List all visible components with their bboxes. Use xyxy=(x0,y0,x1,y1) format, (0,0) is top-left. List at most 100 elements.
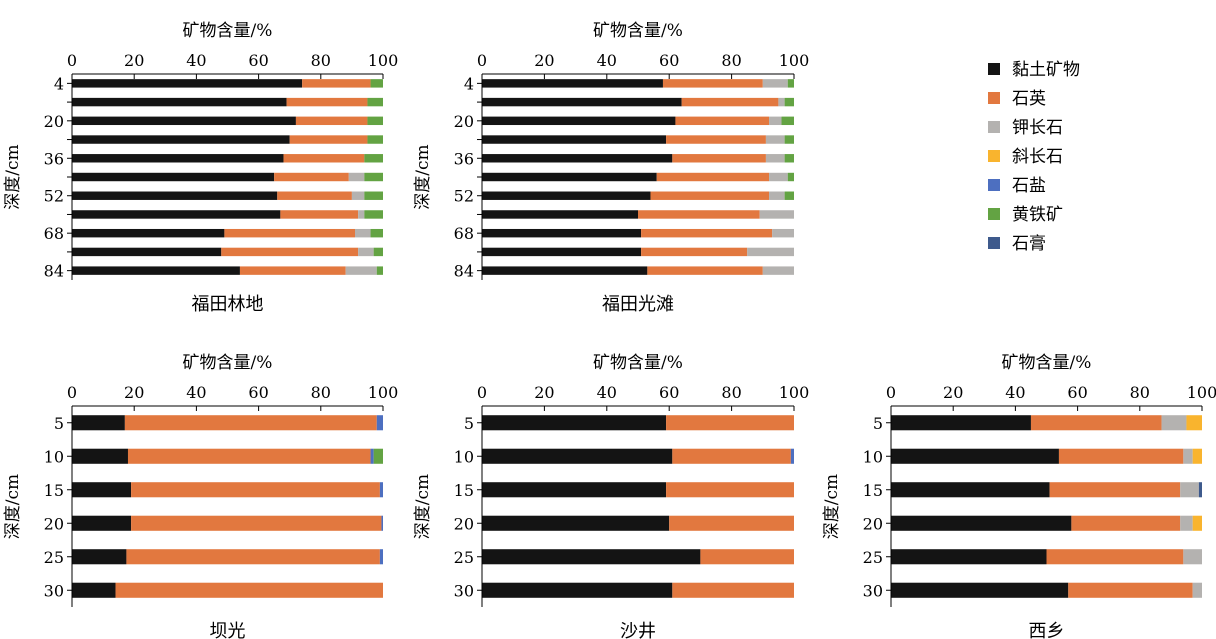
x-tick-label: 60 xyxy=(659,383,679,402)
bar-segment xyxy=(72,135,290,144)
bar-segment xyxy=(131,482,380,498)
x-tick-label: 20 xyxy=(943,383,963,402)
bar-segment xyxy=(376,415,383,431)
x-tick-label: 40 xyxy=(597,383,617,402)
x-tick-label: 80 xyxy=(311,383,331,402)
bar-segment xyxy=(72,549,127,565)
bar-segment xyxy=(1046,549,1184,565)
bar-segment xyxy=(681,97,779,107)
panel-title: 沙井 xyxy=(620,621,656,639)
bar-segment xyxy=(769,116,782,126)
bar-segment xyxy=(784,191,794,200)
y-tick-label: 10 xyxy=(454,447,474,466)
bar-segment xyxy=(280,210,359,219)
legend-item: 黏土矿物 xyxy=(988,60,1080,80)
bar-segment xyxy=(1192,448,1202,464)
x-tick-label: 0 xyxy=(477,51,487,70)
bar-segment xyxy=(364,210,383,219)
bar-segment xyxy=(482,135,667,144)
bar-segment xyxy=(115,582,383,598)
bar-segment xyxy=(1180,482,1199,498)
x-tick-label: 40 xyxy=(1005,383,1025,402)
bar-segment xyxy=(1049,482,1181,498)
legend-label: 石英 xyxy=(1012,89,1046,109)
legend-item: 石膏 xyxy=(988,233,1046,254)
legend-swatch xyxy=(988,237,1000,249)
bar-segment xyxy=(787,172,794,182)
bar-segment xyxy=(1192,515,1202,531)
bar-segment xyxy=(72,582,116,598)
bar-segment xyxy=(769,191,785,200)
bar-segment xyxy=(700,549,794,565)
bar-segment xyxy=(367,116,383,126)
bar-segment xyxy=(72,266,240,275)
y-tick-label: 68 xyxy=(44,224,64,243)
legend-swatch xyxy=(988,63,1000,75)
bar-segment xyxy=(891,482,1050,498)
bar-segment xyxy=(769,172,788,182)
bar-segment xyxy=(1183,549,1202,565)
chart-panel-4: 0 20 40 60 80 100 5 10 15 20 25 30 矿物含量/% 深度/cm 沙井 xyxy=(413,353,809,639)
y-tick-label: 84 xyxy=(454,262,474,281)
x-tick-label: 40 xyxy=(186,51,206,70)
chart-panel-2: 0 20 40 60 80 100 4 20 36 52 68 84 矿物含量/% 深度/cm 福田光滩 xyxy=(413,21,809,315)
x-tick-label: 80 xyxy=(721,51,741,70)
bar-segment xyxy=(638,210,760,219)
bar-segment xyxy=(367,97,383,107)
bar-segment xyxy=(482,549,701,565)
bar-segment xyxy=(72,154,284,163)
y-tick-label: 68 xyxy=(454,224,474,243)
bar-segment xyxy=(482,448,673,464)
y-tick-label: 36 xyxy=(454,149,474,168)
legend-item: 石盐 xyxy=(988,176,1046,196)
bar-segment xyxy=(367,135,383,144)
x-tick-label: 100 xyxy=(1187,383,1216,402)
bar-segment xyxy=(1058,448,1184,464)
bar-segment xyxy=(482,515,670,531)
y-tick-label: 30 xyxy=(863,581,883,600)
bar-segment xyxy=(72,228,225,238)
y-tick-label: 20 xyxy=(454,112,474,131)
chart-panel-3: 0 20 40 60 80 100 5 10 15 20 25 30 矿物含量/% 深度/cm 坝光 xyxy=(3,353,398,639)
bar-segment xyxy=(656,172,770,182)
bar-segment xyxy=(787,79,794,88)
bar-segment xyxy=(72,515,132,531)
y-tick-label: 20 xyxy=(44,514,64,533)
y-tick-label: 84 xyxy=(44,262,64,281)
x-tick-label: 40 xyxy=(186,383,206,402)
bar-segment xyxy=(1198,482,1202,498)
bar-segment xyxy=(1161,415,1187,431)
bar-segment xyxy=(482,582,673,598)
bar-segment xyxy=(239,266,346,275)
panel-title: 福田林地 xyxy=(192,294,264,315)
bar-segment xyxy=(772,228,794,238)
y-tick-label: 15 xyxy=(44,481,64,500)
bar-segment xyxy=(482,191,651,200)
bar-segment xyxy=(482,154,673,163)
bar-segment xyxy=(482,97,682,107)
bar-segment xyxy=(72,97,287,107)
bar-segment xyxy=(482,247,642,257)
x-tick-label: 20 xyxy=(124,51,144,70)
x-tick-label: 80 xyxy=(311,51,331,70)
bar-segment xyxy=(72,482,132,498)
bar-segment xyxy=(379,549,383,565)
x-axis-title: 矿物含量/% xyxy=(183,353,273,373)
y-tick-label: 52 xyxy=(44,187,64,206)
x-tick-label: 100 xyxy=(779,51,810,70)
legend-swatch xyxy=(988,179,1000,191)
legend-label: 黄铁矿 xyxy=(1012,205,1063,225)
y-tick-label: 25 xyxy=(863,548,883,567)
bar-segment xyxy=(72,172,275,182)
bar-segment xyxy=(891,549,1047,565)
bar-segment xyxy=(672,448,791,464)
x-axis-title: 矿物含量/% xyxy=(593,353,683,373)
x-axis-title: 矿物含量/% xyxy=(593,21,683,41)
x-tick-label: 80 xyxy=(721,383,741,402)
bar-segment xyxy=(381,515,383,531)
legend-label: 钾长石 xyxy=(1012,118,1063,138)
y-axis-title: 深度/cm xyxy=(413,144,433,209)
y-tick-label: 15 xyxy=(863,481,883,500)
